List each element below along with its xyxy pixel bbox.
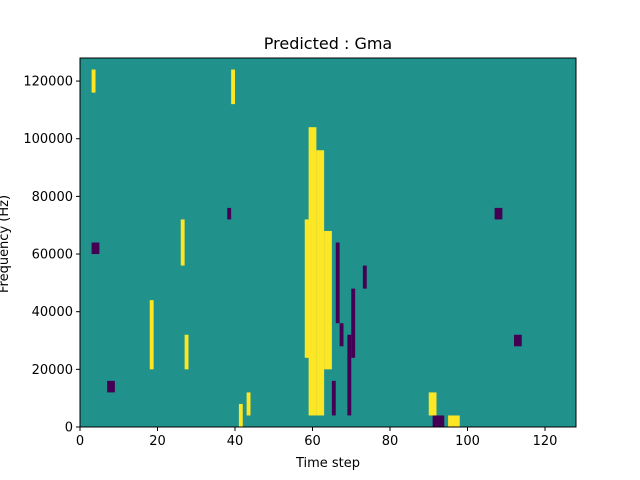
heatmap-cell-high <box>91 69 96 93</box>
heatmap-cell-high <box>304 219 313 358</box>
heatmap-cell-low <box>227 207 232 220</box>
heatmap-cell-low <box>362 265 367 289</box>
heatmap-cell-high <box>149 300 154 370</box>
x-tick-label: 0 <box>76 434 84 449</box>
y-axis: 0 20000 40000 60000 80000 100000 120000 <box>23 75 80 436</box>
heatmap-cell-high <box>316 150 325 416</box>
x-tick-label: 120 <box>533 434 558 449</box>
x-axis-title: Time step <box>295 456 360 471</box>
heatmap-cell-high <box>231 69 235 105</box>
heatmap-cell-low <box>339 323 344 347</box>
y-tick-label: 60000 <box>32 248 73 263</box>
heatmap-cell-low <box>107 380 115 393</box>
chart-title: Predicted : Gma <box>264 34 392 53</box>
y-tick-label: 20000 <box>32 363 73 378</box>
heatmap-cell-low <box>494 207 503 220</box>
y-tick-label: 120000 <box>23 75 73 90</box>
x-tick-label: 100 <box>455 434 480 449</box>
y-tick-label: 80000 <box>32 190 73 205</box>
heatmap-cell-high <box>428 392 437 416</box>
heatmap-cell-low <box>351 288 356 358</box>
y-tick-label: 40000 <box>32 305 73 320</box>
y-tick-label: 100000 <box>23 132 73 147</box>
heatmap-cell-low <box>331 380 336 416</box>
heatmap-cell-low <box>432 415 445 427</box>
plot-area <box>79 57 577 428</box>
y-tick-label: 0 <box>65 421 73 436</box>
heatmap-cell-high <box>238 403 243 427</box>
heatmap-cell-high <box>184 334 189 370</box>
x-axis: 0 20 40 60 80 100 120 <box>76 427 558 449</box>
x-tick-label: 40 <box>227 434 244 449</box>
y-axis-title: Frequency (Hz) <box>0 195 12 293</box>
heatmap-cell-low <box>347 334 352 416</box>
x-tick-label: 60 <box>304 434 321 449</box>
x-tick-label: 80 <box>382 434 399 449</box>
heatmap-cell-high <box>448 415 460 427</box>
x-tick-label: 20 <box>149 434 166 449</box>
heatmap-cell-high <box>246 392 251 416</box>
heatmap-cell-low <box>335 242 340 324</box>
heatmap-cell-high <box>324 230 332 370</box>
plot-frame <box>79 57 577 428</box>
heatmap-cell-low <box>514 334 522 347</box>
heatmap-cell-high <box>180 219 185 266</box>
heatmap-cell-low <box>91 242 100 255</box>
